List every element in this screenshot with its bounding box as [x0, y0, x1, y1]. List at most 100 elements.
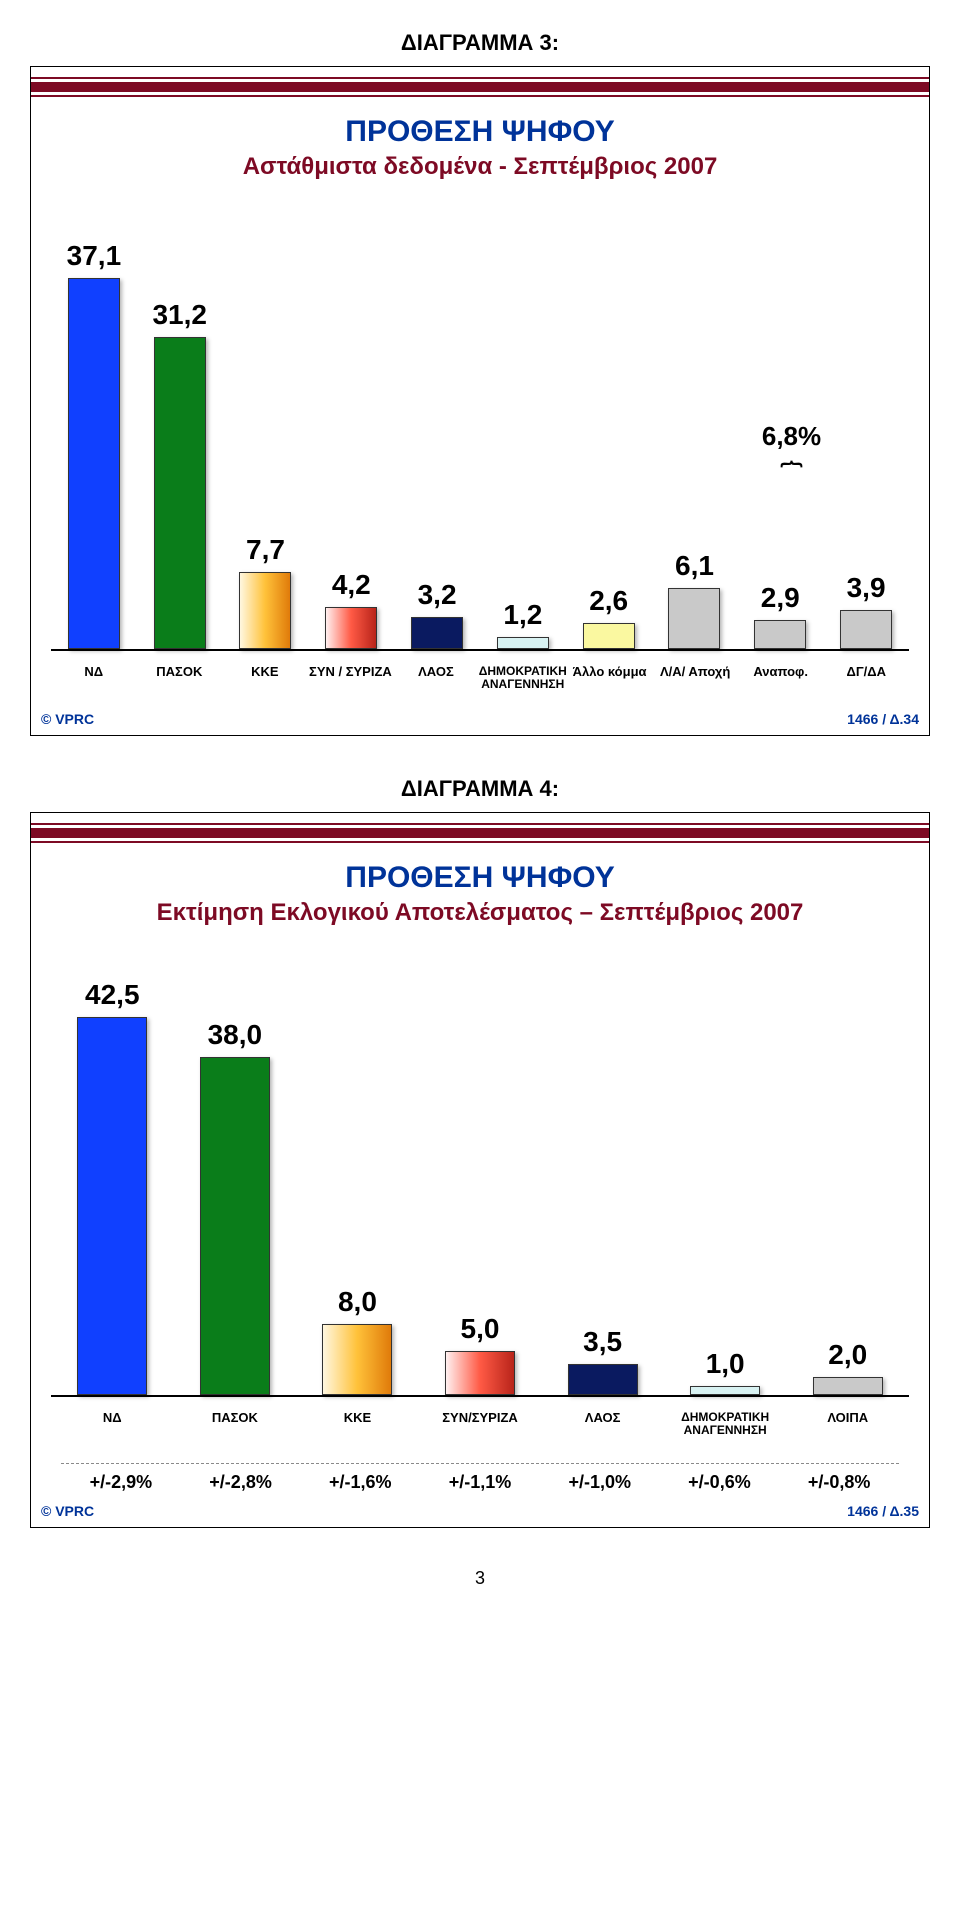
- value-label: 3,2: [418, 579, 457, 611]
- bar-row: 37,1 31,2 7,7 4,2 3,2 1,2 2,6 6,1 2,9 3,9: [51, 211, 909, 651]
- diagram4-chart: 42,5 38,0 8,0 5,0 3,5 1,0 2,0 ΝΔΠΑΣΟΚΚΚΕΣΥΝ/ΣΥ…: [51, 937, 909, 1457]
- category-label: ΛΑΟΣ: [393, 665, 479, 691]
- diagram4-header: ΠΡΟΘΕΣΗ ΨΗΦΟΥ Εκτίμηση Εκλογικού Αποτελέ…: [31, 861, 929, 927]
- value-label: 4,2: [332, 569, 371, 601]
- panel-footer: © VPRC 1466 / Δ.35: [31, 1503, 929, 1527]
- error-value: +/-2,9%: [61, 1472, 181, 1493]
- error-value: +/-1,6%: [300, 1472, 420, 1493]
- category-labels: ΝΔΠΑΣΟΚΚΚΕΣΥΝ / ΣΥΡΙΖΑΛΑΟΣΔΗΜΟΚΡΑΤΙΚΗ ΑΝ…: [51, 665, 909, 691]
- category-label: ΝΔ: [51, 665, 137, 691]
- footer-left: © VPRC: [41, 711, 94, 727]
- value-label: 2,0: [828, 1339, 867, 1371]
- category-label: ΛΑΟΣ: [541, 1411, 664, 1437]
- bar-column: 6,1: [652, 550, 738, 649]
- bar: [154, 337, 206, 649]
- value-label: 3,9: [847, 572, 886, 604]
- diagram4-title: ΔΙΑΓΡΑΜΜΑ 4:: [0, 776, 960, 802]
- footer-left: © VPRC: [41, 1503, 94, 1519]
- bar: [239, 572, 291, 649]
- value-label: 2,6: [589, 585, 628, 617]
- chart-subtitle: Εκτίμηση Εκλογικού Αποτελέσματος – Σεπτέ…: [31, 899, 929, 927]
- footer-right: 1466 / Δ.35: [847, 1503, 919, 1519]
- diagram3-panel: ΠΡΟΘΕΣΗ ΨΗΦΟΥ Αστάθμιστα δεδομένα - Σεπτ…: [30, 66, 930, 736]
- error-value: +/-0,6%: [660, 1472, 780, 1493]
- chart-title: ΠΡΟΘΕΣΗ ΨΗΦΟΥ: [31, 861, 929, 895]
- bar: [68, 278, 120, 649]
- bar-column: 8,0: [296, 1286, 419, 1395]
- value-label: 37,1: [67, 240, 122, 272]
- bar-column: 37,1: [51, 240, 137, 649]
- error-value: +/-1,0%: [540, 1472, 660, 1493]
- bar: [411, 617, 463, 649]
- bar: [325, 607, 377, 649]
- bar-column: 2,6: [566, 585, 652, 649]
- bar-column: 2,9: [737, 582, 823, 649]
- bar-column: 3,2: [394, 579, 480, 649]
- bar-column: 3,5: [541, 1326, 664, 1395]
- bar: [840, 610, 892, 649]
- diagram3-chart: 6,8% ︷ 37,131,27,74,23,21,22,66,12,93,9 …: [51, 191, 909, 711]
- bar-column: 38,0: [174, 1019, 297, 1395]
- error-value: +/-0,8%: [779, 1472, 899, 1493]
- value-label: 7,7: [246, 534, 285, 566]
- category-label: ΔΓ/ΔΑ: [823, 665, 909, 691]
- category-label: ΚΚΕ: [296, 1411, 419, 1437]
- category-label: ΠΑΣΟΚ: [137, 665, 223, 691]
- value-label: 38,0: [208, 1019, 263, 1051]
- category-label: ΔΗΜΟΚΡΑΤΙΚΗ ΑΝΑΓΕΝΝΗΣΗ: [479, 665, 567, 691]
- value-label: 8,0: [338, 1286, 377, 1318]
- value-label: 42,5: [85, 979, 140, 1011]
- rule-group: [31, 77, 929, 97]
- bar: [690, 1386, 760, 1395]
- category-label: ΛΟΙΠΑ: [786, 1411, 909, 1437]
- bar: [583, 623, 635, 649]
- value-label: 2,9: [761, 582, 800, 614]
- category-label: ΔΗΜΟΚΡΑΤΙΚΗ ΑΝΑΓΕΝΝΗΣΗ: [664, 1411, 787, 1437]
- bar: [668, 588, 720, 649]
- category-label: ΠΑΣΟΚ: [174, 1411, 297, 1437]
- bar-column: 7,7: [223, 534, 309, 649]
- bar-column: 4,2: [308, 569, 394, 649]
- bar: [77, 1017, 147, 1395]
- chart-subtitle: Αστάθμιστα δεδομένα - Σεπτέμβριος 2007: [31, 153, 929, 181]
- panel-footer: © VPRC 1466 / Δ.34: [31, 711, 929, 735]
- bar-column: 42,5: [51, 979, 174, 1395]
- category-label: Άλλο κόμμα: [567, 665, 653, 691]
- value-label: 6,1: [675, 550, 714, 582]
- bar: [322, 1324, 392, 1395]
- diagram4-panel: ΠΡΟΘΕΣΗ ΨΗΦΟΥ Εκτίμηση Εκλογικού Αποτελέ…: [30, 812, 930, 1528]
- bar: [813, 1377, 883, 1395]
- bar: [568, 1364, 638, 1395]
- category-label: ΝΔ: [51, 1411, 174, 1437]
- value-label: 1,0: [706, 1348, 745, 1380]
- category-label: ΚΚΕ: [222, 665, 308, 691]
- bar-row: 42,5 38,0 8,0 5,0 3,5 1,0 2,0: [51, 957, 909, 1397]
- chart-title: ΠΡΟΘΕΣΗ ΨΗΦΟΥ: [31, 115, 929, 149]
- error-value: +/-2,8%: [181, 1472, 301, 1493]
- category-label: ΣΥΝ / ΣΥΡΙΖΑ: [308, 665, 394, 691]
- bar-column: 3,9: [823, 572, 909, 649]
- bar: [497, 637, 549, 649]
- category-labels: ΝΔΠΑΣΟΚΚΚΕΣΥΝ/ΣΥΡΙΖΑΛΑΟΣΔΗΜΟΚΡΑΤΙΚΗ ΑΝΑΓ…: [51, 1411, 909, 1437]
- bar: [754, 620, 806, 649]
- diagram3-title: ΔΙΑΓΡΑΜΜΑ 3:: [0, 30, 960, 56]
- bar: [200, 1057, 270, 1395]
- category-label: Αναποφ.: [738, 665, 824, 691]
- bar-column: 1,2: [480, 599, 566, 649]
- value-label: 31,2: [152, 299, 207, 331]
- diagram3-header: ΠΡΟΘΕΣΗ ΨΗΦΟΥ Αστάθμιστα δεδομένα - Σεπτ…: [31, 115, 929, 181]
- error-value: +/-1,1%: [420, 1472, 540, 1493]
- bar-column: 5,0: [419, 1313, 542, 1395]
- category-label: Λ/Α/ Αποχή: [652, 665, 738, 691]
- bar-column: 2,0: [786, 1339, 909, 1395]
- bar-column: 1,0: [664, 1348, 787, 1395]
- category-label: ΣΥΝ/ΣΥΡΙΖΑ: [419, 1411, 542, 1437]
- value-label: 1,2: [503, 599, 542, 631]
- bar-column: 31,2: [137, 299, 223, 649]
- value-label: 5,0: [461, 1313, 500, 1345]
- page-number: 3: [0, 1568, 960, 1589]
- value-label: 3,5: [583, 1326, 622, 1358]
- rule-group: [31, 823, 929, 843]
- footer-right: 1466 / Δ.34: [847, 711, 919, 727]
- bar: [445, 1351, 515, 1395]
